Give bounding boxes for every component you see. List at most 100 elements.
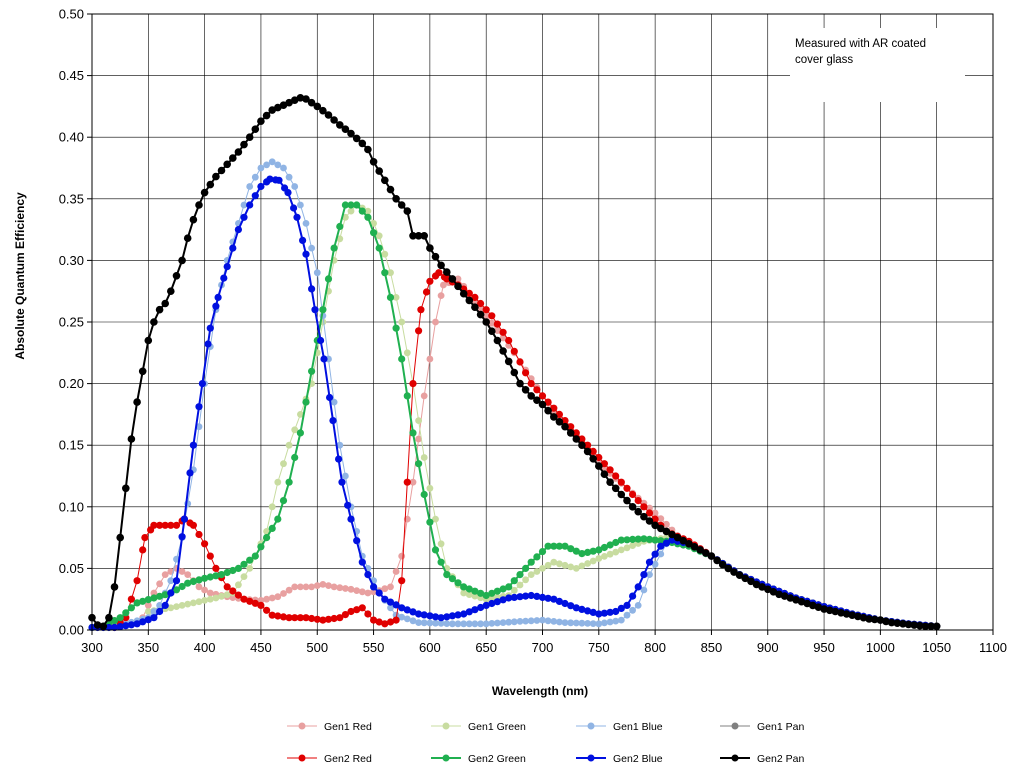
data-point bbox=[381, 176, 389, 185]
data-point bbox=[448, 612, 456, 620]
data-point bbox=[341, 611, 349, 619]
data-point bbox=[297, 411, 304, 418]
data-point bbox=[375, 589, 383, 597]
data-point bbox=[471, 592, 479, 600]
y-tick-label: 0.20 bbox=[59, 376, 84, 391]
data-point bbox=[465, 296, 474, 305]
data-point bbox=[347, 201, 355, 209]
data-point bbox=[533, 592, 541, 601]
data-point bbox=[477, 603, 485, 612]
data-point bbox=[172, 272, 181, 280]
data-point bbox=[364, 213, 372, 221]
data-point bbox=[268, 158, 276, 166]
data-point bbox=[578, 441, 586, 450]
data-point bbox=[443, 571, 451, 579]
data-point bbox=[612, 538, 620, 547]
data-point bbox=[386, 293, 395, 301]
data-point bbox=[561, 417, 569, 425]
data-point bbox=[275, 176, 283, 184]
data-point bbox=[589, 547, 597, 555]
data-point bbox=[178, 533, 186, 541]
data-point bbox=[426, 277, 434, 285]
data-point bbox=[629, 542, 636, 549]
data-point bbox=[180, 515, 188, 523]
data-point bbox=[499, 619, 507, 626]
data-point bbox=[144, 336, 153, 345]
data-point bbox=[634, 602, 642, 609]
data-point bbox=[342, 585, 349, 592]
data-point bbox=[460, 610, 468, 618]
data-point bbox=[471, 620, 479, 628]
data-point bbox=[240, 201, 248, 209]
data-point bbox=[521, 386, 530, 394]
data-point bbox=[364, 571, 372, 579]
data-point bbox=[646, 504, 653, 512]
data-point bbox=[375, 167, 384, 175]
data-point bbox=[415, 327, 423, 335]
data-point bbox=[234, 226, 242, 234]
legend-item: Gen2 Green bbox=[431, 753, 526, 765]
data-point bbox=[398, 552, 406, 560]
data-point bbox=[584, 607, 592, 615]
data-point bbox=[561, 561, 569, 569]
x-tick-label: 850 bbox=[701, 640, 723, 655]
data-point bbox=[150, 589, 158, 597]
data-point bbox=[758, 583, 766, 591]
data-point bbox=[358, 139, 367, 148]
data-point bbox=[122, 484, 130, 493]
data-point bbox=[353, 606, 361, 614]
data-point bbox=[291, 453, 299, 462]
data-point bbox=[527, 617, 535, 625]
data-point bbox=[325, 582, 332, 589]
data-point bbox=[522, 564, 530, 573]
legend-label: Gen1 Pan bbox=[757, 721, 804, 733]
data-point bbox=[392, 611, 400, 619]
data-point bbox=[465, 585, 473, 593]
data-point bbox=[330, 583, 338, 591]
data-point bbox=[533, 386, 541, 394]
data-point bbox=[189, 441, 197, 449]
data-point bbox=[386, 618, 395, 626]
data-point bbox=[387, 604, 394, 612]
data-point bbox=[195, 403, 203, 411]
legend-item: Gen1 Red bbox=[287, 721, 372, 733]
data-point bbox=[510, 368, 519, 377]
data-point bbox=[386, 185, 395, 194]
data-point bbox=[612, 472, 620, 480]
data-point bbox=[572, 435, 581, 443]
data-point bbox=[285, 614, 293, 622]
data-point bbox=[640, 586, 648, 594]
data-point bbox=[184, 600, 192, 608]
data-point bbox=[482, 318, 491, 326]
data-point bbox=[550, 618, 558, 625]
legend-swatch-marker bbox=[731, 722, 739, 730]
data-point bbox=[387, 269, 394, 277]
data-point bbox=[420, 490, 428, 499]
data-point bbox=[422, 288, 431, 296]
data-point bbox=[567, 602, 575, 610]
data-point bbox=[308, 614, 316, 623]
data-point bbox=[797, 597, 806, 606]
data-point bbox=[223, 591, 231, 599]
data-point bbox=[122, 609, 130, 617]
data-point bbox=[510, 593, 518, 602]
data-point bbox=[307, 98, 316, 107]
data-point bbox=[398, 613, 406, 621]
data-point bbox=[184, 571, 192, 578]
data-point bbox=[651, 509, 659, 517]
data-point bbox=[499, 334, 507, 342]
data-point bbox=[544, 617, 552, 625]
legend-item: Gen1 Green bbox=[431, 721, 526, 733]
data-point bbox=[375, 618, 383, 626]
data-point bbox=[189, 215, 198, 224]
data-point bbox=[167, 521, 175, 529]
data-point bbox=[601, 619, 608, 627]
x-tick-label: 900 bbox=[757, 640, 779, 655]
data-point bbox=[262, 111, 271, 120]
data-point bbox=[308, 285, 316, 293]
data-point bbox=[747, 577, 755, 586]
data-point bbox=[482, 306, 490, 314]
data-point bbox=[330, 244, 338, 252]
data-point bbox=[358, 207, 366, 215]
x-tick-label: 450 bbox=[250, 640, 272, 655]
